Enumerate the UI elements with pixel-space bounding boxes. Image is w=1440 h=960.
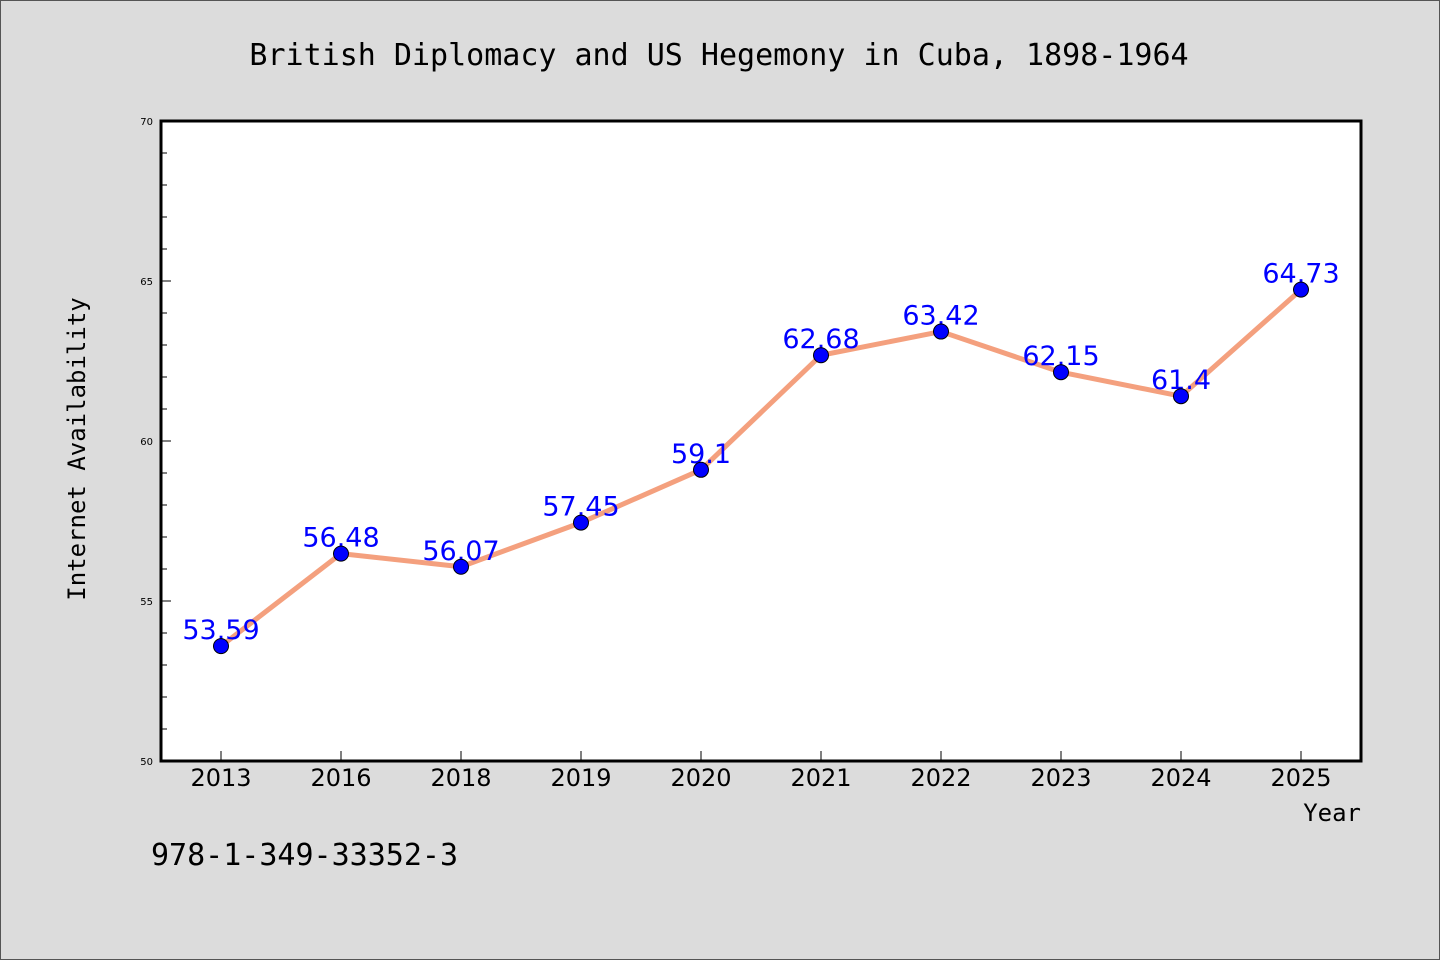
x-tick-label: 2018 [430,764,491,792]
x-tick-label: 2023 [1030,764,1091,792]
y-tick-label: 65 [140,277,153,288]
data-point-marker [453,558,469,575]
series-line-group [218,287,1304,649]
data-point-marker [573,514,589,531]
x-tick-label: 2019 [550,764,611,792]
x-tick-label: 2016 [310,764,371,792]
data-point-marker [213,638,229,655]
x-tick-label: 2013 [190,764,251,792]
y-axis-ticks: 50 55 60 65 70 [140,117,171,768]
x-tick-label: 2024 [1150,764,1211,792]
y-tick-label: 55 [140,597,153,608]
x-tick-label: 2020 [670,764,731,792]
series-line [218,287,1304,649]
x-axis-ticks: 2013 2016 2018 2019 2020 2021 2022 2023 2024 2025 [190,751,1332,792]
data-point-marker [333,545,349,562]
footer-isbn: 978-1-349-33352-3 [151,838,458,873]
data-point-marker [1173,388,1189,405]
plot-area [159,119,1363,763]
data-point-marker [1053,364,1069,381]
x-tick-label: 2021 [790,764,851,792]
y-tick-label: 50 [140,757,153,768]
x-axis-label: Year [1303,799,1361,827]
y-tick-label: 70 [140,117,153,128]
series-markers [213,281,1309,655]
x-tick-label: 2025 [1270,764,1331,792]
data-point-marker [1293,281,1309,298]
data-point-marker [813,347,829,364]
x-tick-label: 2022 [910,764,971,792]
data-point-marker [933,323,949,340]
data-point-marker [693,461,709,478]
y-tick-label: 60 [140,437,153,448]
chart-title: British Diplomacy and US Hegemony in Cub… [249,38,1188,73]
y-axis-label: Internet Availability [63,297,91,600]
